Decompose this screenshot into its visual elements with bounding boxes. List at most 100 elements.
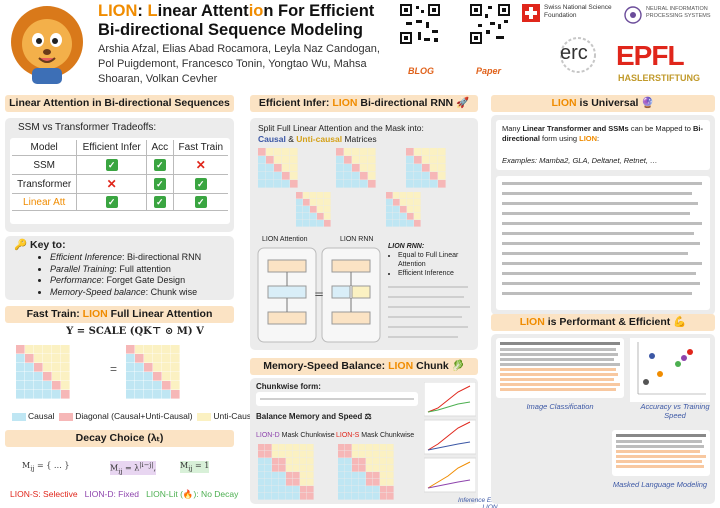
table-cell-model: SSM xyxy=(12,155,77,175)
mask-cell xyxy=(272,493,279,500)
mask-cell xyxy=(171,381,180,390)
mask-cell xyxy=(34,354,43,363)
mask-cell xyxy=(336,164,344,172)
decay-label-d: LION-D: Fixed xyxy=(84,489,139,499)
mask-cell xyxy=(406,180,414,188)
mask-cell xyxy=(368,180,376,188)
mask-cell xyxy=(324,199,331,206)
mask-cell xyxy=(43,390,52,399)
table-header: Efficient Infer xyxy=(76,140,147,156)
mask-cell xyxy=(400,206,407,213)
mask-cell xyxy=(317,220,324,227)
legend-unti: Unti-Causal xyxy=(213,411,258,421)
mask-cell xyxy=(279,479,286,486)
mask-cell xyxy=(300,472,307,479)
mask-cell xyxy=(16,354,25,363)
mask-cell xyxy=(336,148,344,156)
mask-cell xyxy=(366,472,373,479)
mask-cell xyxy=(359,458,366,465)
qr-paper-icon[interactable] xyxy=(468,2,512,46)
mask-cell xyxy=(344,180,352,188)
mask-cell xyxy=(171,363,180,372)
universal-text: Many Linear Transformer and SSMs can be … xyxy=(502,124,706,144)
mask-cell xyxy=(293,444,300,451)
mask-cell xyxy=(336,172,344,180)
mask-cell xyxy=(34,363,43,372)
mask-cell xyxy=(303,220,310,227)
mask-cell xyxy=(366,479,373,486)
mask-cell xyxy=(438,156,446,164)
mask-cell xyxy=(274,172,282,180)
mask-cell xyxy=(144,363,153,372)
mask-cell xyxy=(359,451,366,458)
mask-cell xyxy=(300,493,307,500)
rnn-notes: LION RNN: Equal to Full Linear Attention… xyxy=(388,242,476,278)
mask-cell xyxy=(144,354,153,363)
mask-cell xyxy=(352,148,360,156)
title-io: io xyxy=(248,2,264,20)
mask-cell xyxy=(144,372,153,381)
universal-b1: Linear Transformer and SSMs xyxy=(522,124,629,133)
mask-cell xyxy=(307,493,314,500)
split-unti: Unti-causal xyxy=(296,134,343,144)
title-line2: Bi-directional Sequence Modeling xyxy=(98,21,363,39)
mask-cell xyxy=(380,493,387,500)
banner-text: Full Linear Attention xyxy=(107,308,213,320)
tradeoffs-table-wrapper: Model Efficient Infer Acc Fast Train SSM… xyxy=(10,138,230,224)
mask-cell xyxy=(52,390,61,399)
mask-cell xyxy=(286,472,293,479)
mask-cell xyxy=(360,148,368,156)
banner-text: is Performant & Efficient xyxy=(544,316,671,328)
mask-cell xyxy=(368,172,376,180)
image-classification-caption: Image Classification xyxy=(526,402,594,411)
mask-s-label: LION-S Mask Chunkwise xyxy=(336,432,415,439)
mask-cell xyxy=(352,180,360,188)
mask-cell xyxy=(135,372,144,381)
mask-cell xyxy=(16,345,25,354)
mask-cell xyxy=(352,465,359,472)
key-item-em: Performance xyxy=(50,275,102,285)
check-icon: ✓ xyxy=(172,193,228,211)
mask-cell xyxy=(286,451,293,458)
image-classification-table xyxy=(496,338,624,398)
mask-cell xyxy=(272,486,279,493)
mask-cell xyxy=(352,164,360,172)
mask-cell xyxy=(126,354,135,363)
mask-cell xyxy=(387,472,394,479)
mask-cell xyxy=(317,213,324,220)
legend-causal-swatch xyxy=(12,412,26,421)
mask-cell xyxy=(422,148,430,156)
mask-cell xyxy=(324,220,331,227)
mask-cell xyxy=(61,381,70,390)
mask-cell xyxy=(34,345,43,354)
muscle-icon: 💪 xyxy=(673,316,687,328)
list-item: Equal to Full Linear Attention xyxy=(398,251,476,269)
mask-cell xyxy=(25,372,34,381)
mask-cell xyxy=(282,156,290,164)
mask-d-label: LION-D Mask Chunkwise xyxy=(256,432,335,439)
mask-cell xyxy=(293,465,300,472)
banner-text: is Universal xyxy=(576,97,639,109)
mask-cell xyxy=(317,199,324,206)
table-cell-model: Linear Att xyxy=(12,193,77,211)
mask-cell xyxy=(430,172,438,180)
mlm-caption: Masked Language Modeling xyxy=(612,480,708,489)
cross-icon: ✕ xyxy=(76,174,147,194)
mask-cell xyxy=(296,199,303,206)
banner-text: Efficient Infer: xyxy=(258,97,333,109)
mask-cell xyxy=(438,180,446,188)
mask-cell xyxy=(407,206,414,213)
list-item: Efficient Inference xyxy=(398,269,476,278)
table-row: SSM ✓ ✓ ✕ xyxy=(12,155,228,175)
mask-cell xyxy=(171,372,180,381)
qr-blog-icon[interactable] xyxy=(398,2,442,46)
equals-sign: = xyxy=(110,362,117,376)
mask-cell xyxy=(360,164,368,172)
split-end: Matrices xyxy=(342,134,377,144)
mask-cell xyxy=(344,164,352,172)
mask-cell xyxy=(407,213,414,220)
mask-cell xyxy=(265,472,272,479)
split-line1: Split Full Linear Attention and the Mask… xyxy=(258,123,424,133)
mask-cell xyxy=(293,472,300,479)
mlm-table xyxy=(612,430,710,476)
